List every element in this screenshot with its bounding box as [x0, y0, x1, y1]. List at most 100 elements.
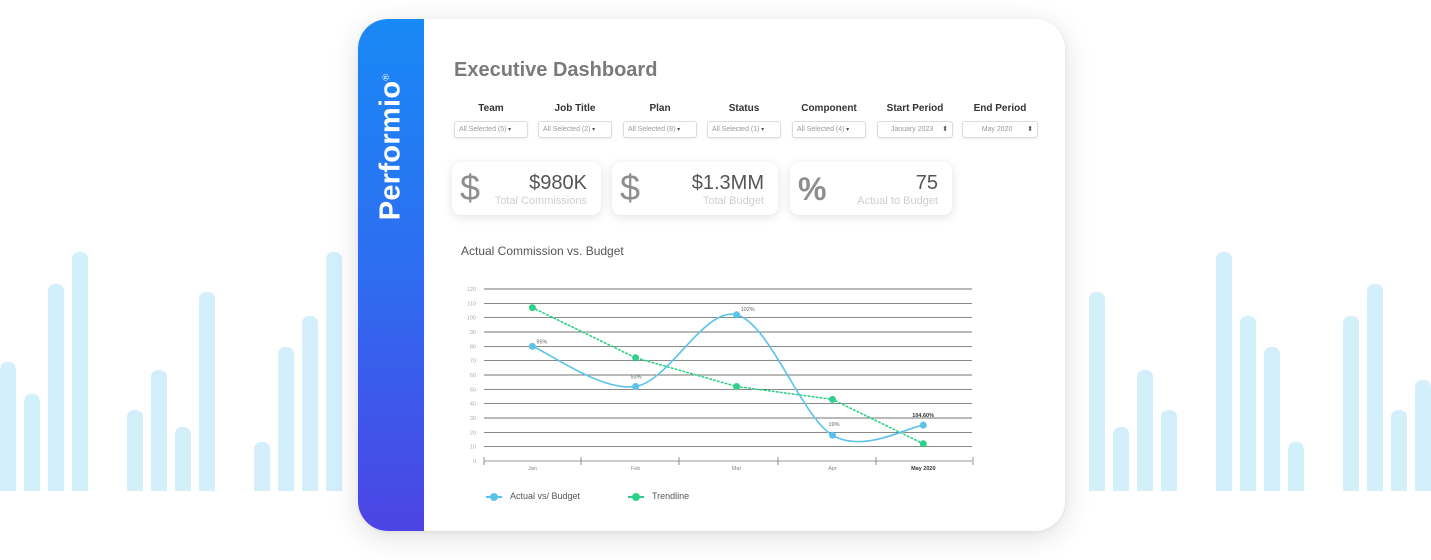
- line-chart: 0 10 20 30 40 50 60 70 80 90 100 110 120 Jan Feb Mar Apr…: [467, 287, 974, 472]
- chevron-down-icon: ▾: [675, 127, 681, 133]
- background-bar: [24, 394, 40, 491]
- background-bar: [302, 316, 318, 491]
- y-tick-label: 0: [473, 459, 476, 465]
- data-label: 19%: [829, 422, 840, 428]
- actual-point: [528, 342, 536, 350]
- filter-dropdown[interactable]: All Selected (5) ▾: [454, 121, 528, 138]
- filter-label: End Period: [973, 103, 1027, 114]
- background-bar: [72, 252, 88, 491]
- background-bar: [1264, 347, 1280, 491]
- background-bar: [278, 347, 294, 491]
- trendline-point: [919, 440, 927, 448]
- actual-point: [733, 311, 741, 319]
- y-tick-label: 120: [467, 287, 476, 293]
- kpi-value: $980K: [529, 172, 587, 194]
- period-select[interactable]: May 2020 ⬍: [962, 121, 1038, 138]
- trendline-series: [531, 306, 925, 445]
- page-title: Executive Dashboard: [454, 59, 658, 81]
- background-bar: [151, 370, 167, 491]
- y-tick-label: 90: [470, 330, 476, 336]
- kpi-caption: Total Budget: [702, 195, 764, 207]
- stepper-icon: ⬍: [942, 126, 948, 133]
- data-label: 102%: [741, 307, 755, 313]
- trendline-point: [829, 395, 836, 403]
- legend-item-trendline[interactable]: Trendline: [628, 491, 689, 501]
- background-bar: [175, 427, 191, 491]
- filter-start-period: Start Period January 2023 ⬍: [877, 103, 953, 138]
- background-bar: [1343, 316, 1359, 491]
- filter-value: All Selected (5): [459, 126, 507, 133]
- background-bar: [1113, 427, 1129, 491]
- y-tick-label: 20: [470, 430, 476, 436]
- chevron-down-icon: ▾: [590, 127, 596, 133]
- chart-title: Actual Commission vs. Budget: [461, 244, 624, 258]
- kpi-value: 75: [915, 172, 938, 194]
- background-bar: [1161, 410, 1177, 491]
- actual-series: [532, 313, 924, 443]
- y-tick-label: 40: [470, 402, 476, 408]
- background-bar: [1288, 442, 1304, 491]
- background-bar: [326, 252, 342, 491]
- brand-logo: Performio®: [374, 73, 407, 221]
- background-bar: [1391, 410, 1407, 491]
- legend-trend-swatch: [628, 492, 644, 501]
- legend-trend-label: Trendline: [652, 491, 690, 501]
- y-tick-label: 80: [470, 344, 476, 350]
- y-tick-label: 60: [470, 373, 476, 379]
- filter-value: All Selected (2): [543, 126, 591, 133]
- background-bar: [48, 284, 64, 491]
- filter-value: May 2020: [981, 126, 1013, 133]
- trendline-point: [632, 354, 640, 362]
- y-tick-label: 100: [467, 316, 476, 322]
- background-bar: [1216, 252, 1232, 491]
- trendline-point: [528, 304, 536, 312]
- actual-point: [632, 382, 640, 390]
- filter-team: Team All Selected (5) ▾: [454, 103, 528, 138]
- percent-icon: %: [798, 171, 827, 207]
- filter-label: Team: [478, 103, 504, 114]
- x-tick-label: Apr: [828, 466, 837, 472]
- filter-end-period: End Period May 2020 ⬍: [962, 103, 1038, 138]
- chevron-down-icon: ▾: [759, 127, 765, 133]
- kpi-card: $ $980K Total Commissions: [452, 162, 601, 215]
- background-bar: [0, 362, 16, 491]
- filter-label: Job Title: [554, 103, 596, 114]
- actual-point: [919, 421, 927, 429]
- period-select[interactable]: January 2023 ⬍: [877, 121, 953, 138]
- legend-trend-dot: [632, 492, 640, 501]
- y-tick-label: 70: [470, 359, 476, 365]
- brand-strip: Performio®: [358, 19, 424, 531]
- chevron-down-icon: ▾: [844, 127, 850, 133]
- x-tick-label: Jan: [528, 466, 537, 472]
- background-bar: [1240, 316, 1256, 491]
- trendline-point: [733, 382, 741, 390]
- dollar-icon: $: [620, 167, 641, 208]
- x-tick-label: May 2020: [911, 466, 935, 472]
- filter-dropdown[interactable]: All Selected (4) ▾: [792, 121, 866, 138]
- stepper-icon: ⬍: [1027, 126, 1033, 133]
- filter-dropdown[interactable]: All Selected (8) ▾: [623, 121, 697, 138]
- y-tick-label: 30: [470, 416, 476, 422]
- dashboard-card: Performio® Executive Dashboard Team All S…: [358, 19, 1065, 531]
- filter-dropdown[interactable]: All Selected (1) ▾: [707, 121, 781, 138]
- legend-actual-swatch: [486, 492, 502, 501]
- y-tick-label: 110: [467, 301, 476, 307]
- filter-label: Status: [728, 103, 760, 114]
- filter-plan: Plan All Selected (8) ▾: [623, 103, 697, 138]
- kpi-value: $1.3MM: [691, 172, 764, 194]
- filter-value: All Selected (8): [628, 126, 676, 133]
- background-bar: [1367, 284, 1383, 491]
- legend-item-actual[interactable]: Actual vs/ Budget: [486, 491, 580, 501]
- actual-point: [829, 431, 836, 439]
- data-label: 95%: [536, 339, 547, 345]
- filter-label: Component: [801, 103, 857, 114]
- legend-actual-label: Actual vs/ Budget: [510, 491, 581, 501]
- kpi-card: $ $1.3MM Total Budget: [612, 162, 778, 215]
- x-tick-label: Mar: [732, 466, 742, 472]
- background-bar: [199, 292, 215, 491]
- data-label: 53%: [631, 374, 642, 380]
- background-bar: [1415, 380, 1431, 491]
- y-tick-label: 50: [470, 387, 476, 393]
- filter-dropdown[interactable]: All Selected (2) ▾: [538, 121, 612, 138]
- background-bar: [1137, 370, 1153, 491]
